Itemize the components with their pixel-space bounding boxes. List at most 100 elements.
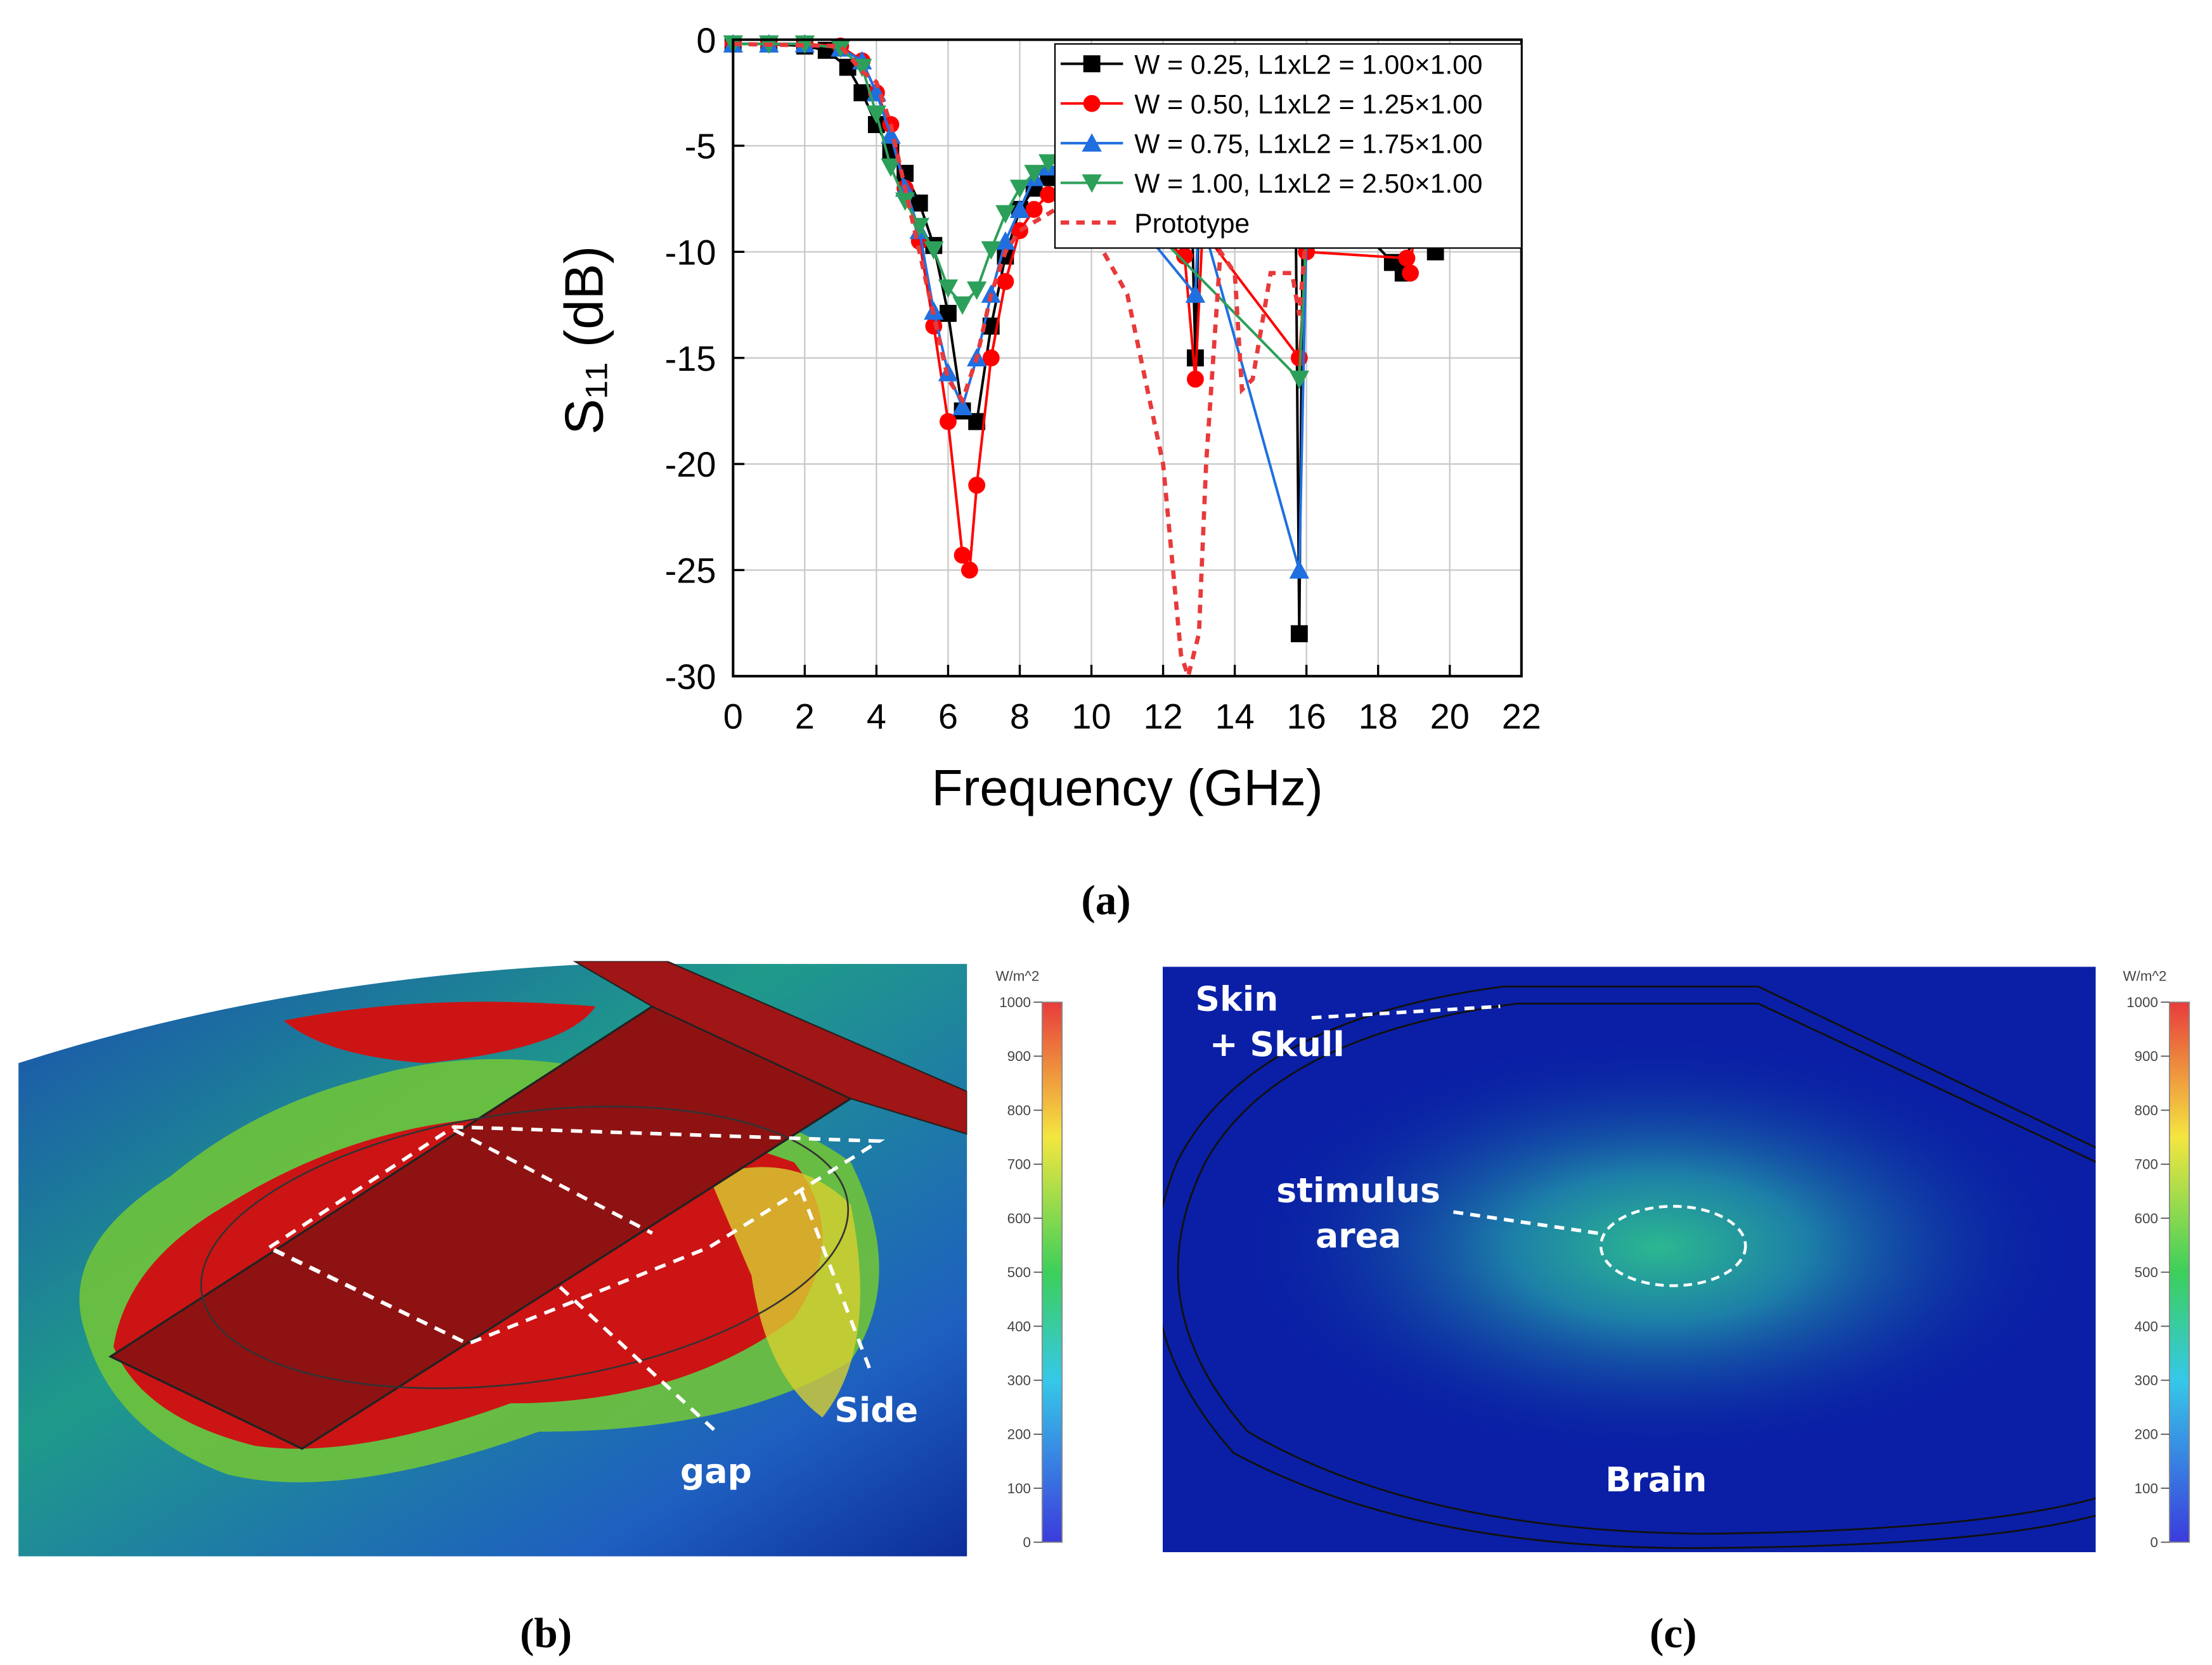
marker: [952, 397, 973, 416]
image-label: Skin: [1195, 979, 1278, 1019]
marker: [982, 349, 1000, 367]
image-label: + Skull: [1210, 1024, 1345, 1064]
marker: [1082, 133, 1102, 152]
panel-c-image: [1162, 967, 2096, 1552]
marker: [1402, 264, 1419, 282]
marker: [954, 546, 971, 564]
colorbar-tick-label: 800: [1007, 1102, 1031, 1118]
x-tick-label: 18: [1359, 697, 1398, 736]
colorbar-tick-label: 600: [1007, 1211, 1031, 1226]
image-label: stimulus: [1276, 1171, 1440, 1211]
colorbar-tick-label: 300: [1007, 1373, 1031, 1389]
legend-label: W = 1.00, L1xL2 = 2.50×1.00: [1134, 169, 1482, 199]
marker: [1398, 249, 1416, 267]
caption: (a): [1081, 877, 1130, 924]
colorbar-b: [1041, 1001, 1063, 1543]
colorbar-tick-label: 900: [1007, 1048, 1031, 1064]
marker: [1187, 370, 1204, 388]
marker: [1176, 247, 1193, 265]
y-tick-label: -25: [665, 551, 716, 591]
colorbar-tick-label: 200: [2135, 1427, 2158, 1443]
legend-label: W = 0.75, L1xL2 = 1.75×1.00: [1134, 130, 1482, 160]
x-tick-label: 14: [1215, 697, 1255, 736]
marker: [995, 231, 1016, 250]
colorbar-tick-label: 800: [2135, 1102, 2158, 1118]
colorbar-tick-label: 1000: [999, 994, 1031, 1010]
legend-box: [1054, 43, 1522, 249]
marker: [881, 158, 901, 177]
marker: [940, 413, 957, 430]
marker: [1289, 370, 1310, 389]
colorbar-tick-label: 200: [1007, 1427, 1031, 1443]
x-tick-label: 8: [1010, 697, 1030, 736]
x-tick-label: 4: [867, 697, 886, 736]
marker: [1009, 199, 1030, 218]
colorbar-label: W/m^2: [996, 968, 1040, 984]
legend-label: W = 0.50, L1xL2 = 1.25×1.00: [1134, 90, 1482, 120]
caption: (c): [1650, 1609, 1697, 1657]
marker: [924, 241, 944, 260]
marker: [895, 192, 915, 211]
colorbar-tick-label: 300: [2135, 1373, 2158, 1389]
marker: [866, 105, 887, 124]
marker: [960, 562, 978, 579]
caption: (b): [520, 1609, 572, 1657]
marker: [938, 279, 959, 298]
colorbar-tick-label: 600: [2135, 1211, 2158, 1226]
y-tick-label: -20: [665, 444, 716, 484]
colorbar-tick-label: 900: [2135, 1048, 2158, 1064]
marker: [968, 477, 986, 494]
marker: [1038, 154, 1059, 173]
colorbar-tick-label: 400: [2135, 1318, 2158, 1334]
marker: [997, 273, 1014, 290]
marker: [981, 241, 1001, 260]
marker: [952, 296, 973, 315]
y-tick-label: -15: [665, 338, 716, 378]
marker: [1289, 560, 1310, 579]
x-tick-label: 22: [1502, 697, 1541, 736]
legend-label: Prototype: [1134, 209, 1250, 239]
plot-frame: [732, 38, 1523, 678]
x-axis-label: Frequency (GHz): [931, 759, 1323, 816]
series-line: [733, 41, 1309, 684]
y-tick-label: 0: [696, 20, 716, 60]
x-tick-label: 6: [938, 697, 958, 736]
y-axis-label: S₁₁ (dB): [555, 246, 615, 435]
panel-b-image: [18, 961, 967, 1557]
x-tick-label: 10: [1071, 697, 1111, 736]
colorbar-tick-label: 500: [2135, 1264, 2158, 1280]
x-tick-label: 2: [795, 697, 815, 736]
colorbar-tick-label: 100: [1007, 1481, 1031, 1496]
y-tick-label: -10: [665, 232, 716, 272]
colorbar-tick-label: 1000: [2126, 994, 2158, 1010]
marker: [1040, 186, 1057, 203]
x-tick-label: 12: [1143, 697, 1182, 736]
colorbar-label: W/m^2: [2123, 968, 2167, 984]
x-tick-label: 0: [723, 697, 743, 736]
marker: [1024, 165, 1044, 184]
marker: [1025, 200, 1043, 218]
colorbar-c: [2168, 1001, 2190, 1543]
marker: [1083, 55, 1101, 73]
marker: [1083, 94, 1101, 112]
x-tick-label: 20: [1430, 697, 1470, 736]
image-label: area: [1316, 1216, 1401, 1256]
marker: [966, 281, 987, 300]
colorbar-tick-label: 700: [1007, 1157, 1031, 1173]
marker: [1009, 179, 1030, 198]
legend-label: W = 0.25, L1xL2 = 1.00×1.00: [1134, 50, 1482, 80]
colorbar-tick-label: 700: [2135, 1157, 2158, 1173]
colorbar-tick-label: 500: [1007, 1264, 1031, 1280]
y-tick-label: -5: [685, 126, 716, 166]
marker: [1290, 625, 1308, 643]
marker: [910, 194, 928, 212]
colorbar-tick-label: 100: [2135, 1481, 2158, 1496]
marker: [995, 205, 1016, 224]
marker: [1185, 284, 1206, 303]
image-label: Brain: [1605, 1460, 1707, 1500]
x-tick-label: 16: [1287, 697, 1326, 736]
colorbar-tick-label: 0: [1023, 1534, 1031, 1550]
colorbar-tick-label: 0: [2151, 1534, 2158, 1550]
